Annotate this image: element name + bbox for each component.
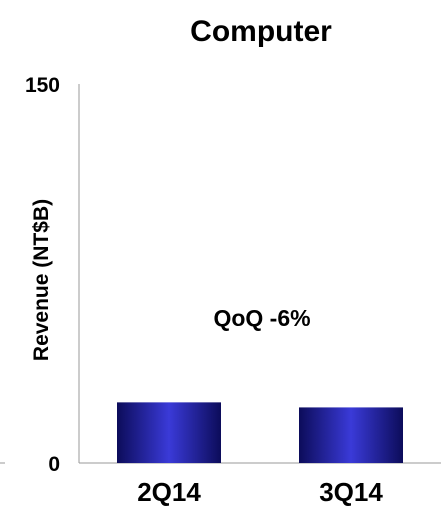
y-tick-label-min: 0 [48, 453, 60, 476]
qoq-annotation: QoQ -6% [213, 305, 310, 331]
bar-2q14 [117, 402, 221, 463]
x-tick-label-2q14: 2Q14 [137, 477, 201, 507]
bar-3q14 [299, 407, 403, 463]
y-tick-label-max: 150 [25, 74, 60, 97]
y-axis-label: Revenue (NT$B) [30, 199, 53, 361]
bars [117, 402, 403, 463]
x-tick-labels: 2Q14 3Q14 [137, 477, 383, 507]
chart-title: Computer [190, 15, 332, 48]
x-tick-label-3q14: 3Q14 [319, 477, 383, 507]
